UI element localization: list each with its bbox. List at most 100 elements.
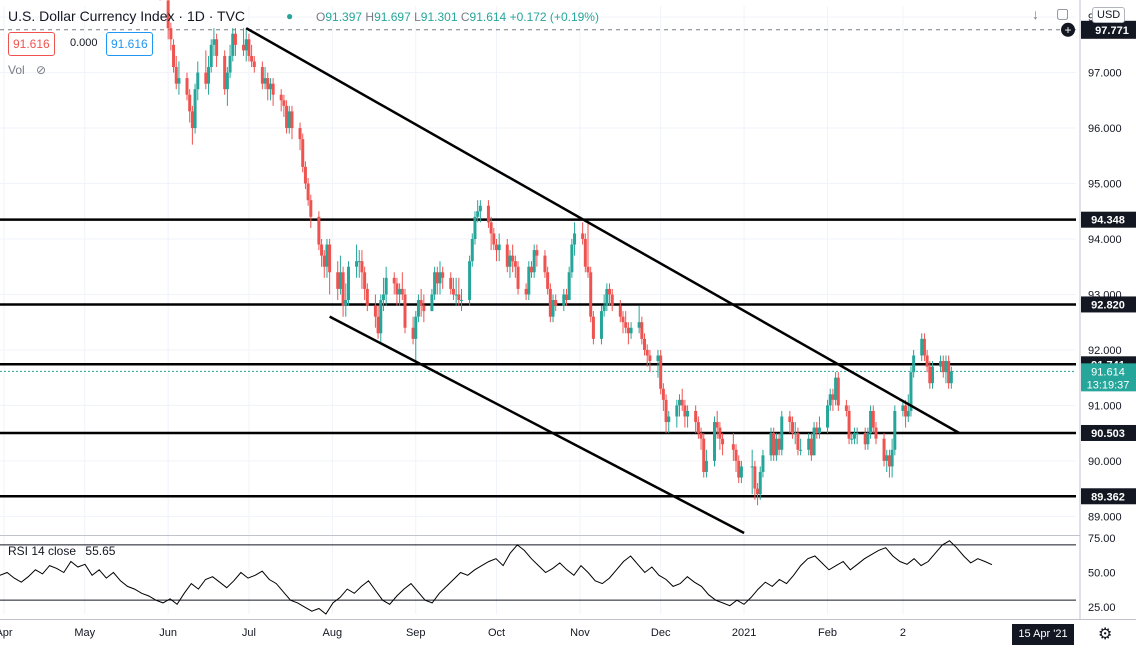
candle-body [718,427,722,439]
candle-body [901,405,905,411]
rsi-tick-label: 25.00 [1088,602,1116,614]
candle-body [174,67,178,84]
candle-body [250,55,254,62]
maximize-icon[interactable]: ▢ [1056,5,1070,21]
level-price-label: 90.503 [1091,428,1125,440]
x-tick-label: 2021 [732,627,756,639]
candle-body [355,261,359,267]
candle-body [791,422,795,434]
candle-body [836,377,840,406]
candle-body [847,410,851,439]
status-dot-icon: ● [286,9,294,23]
candle-body [476,211,480,217]
candle-body [637,322,641,328]
level-price-label: 89.362 [1091,491,1125,503]
candle-body [828,394,832,406]
candle-body [887,455,891,467]
x-tick-label: Apr [0,627,13,639]
candle-body [287,111,291,129]
candle-body [648,355,652,362]
candle-body [737,460,741,478]
y-tick-label: 94.000 [1088,234,1122,246]
rsi-pane [0,540,1076,615]
level-price-tag [1081,211,1136,228]
symbol-title[interactable]: U.S. Dollar Currency Index · 1D · TVC [8,8,246,24]
eye-off-icon[interactable]: ⊘ [36,63,47,77]
candle-body [772,433,776,456]
candle-body [573,233,577,245]
candle-body [659,355,663,389]
candle-body [468,261,472,301]
volume-indicator[interactable]: Vol ⊘ [8,63,46,77]
candle-body [508,255,512,267]
sell-price-button[interactable]: 91.616 [8,32,55,56]
rsi-label: RSI 14 close [8,544,77,558]
rsi-legend[interactable]: RSI 14 close 55.65 [8,544,115,558]
candle-body [511,255,515,262]
candle-body [626,327,630,334]
candle-body [325,244,329,267]
arrow-down-icon[interactable]: ↓ [1032,6,1039,22]
y-tick-label: 90.000 [1088,456,1122,468]
candle-body [363,272,367,289]
candle-body [395,283,399,295]
candle-body [529,266,533,273]
candle-body [812,427,816,456]
candle-body [608,288,612,295]
candle-body [589,272,593,317]
candle-body [605,288,609,306]
candle-body [223,55,227,90]
candle-body [169,28,173,40]
candle-body [543,255,547,273]
candle-body [306,183,310,201]
candle-body [470,238,474,262]
candle-body [215,39,219,56]
y-tick-label: 92.000 [1088,345,1122,357]
currency-button[interactable]: USD [1092,7,1126,23]
level-price-label: 94.348 [1091,215,1125,227]
candle-body [761,455,765,472]
candle-body [780,416,784,450]
crosshair-plus-icon [1061,22,1075,37]
trendlines [245,27,961,535]
candle-body [486,205,490,223]
candle-body [336,272,340,289]
candles [159,0,953,506]
candle-body [301,139,305,167]
candle-body [513,261,517,267]
candle-body [505,244,509,267]
candle-body [492,233,496,245]
candle-body [460,300,464,302]
level-price-tag [1081,296,1136,313]
rsi-value: 55.65 [85,544,116,558]
candle-body [678,399,682,406]
candle-body [260,67,264,84]
x-tick-label: Sep [406,627,426,639]
rsi-tick-label: 75.00 [1088,533,1116,545]
x-tick-label: Oct [488,627,505,639]
candle-body [817,427,821,434]
candle-body [885,455,889,461]
candle-body [282,100,286,106]
candle-body [586,266,590,273]
candle-body [869,410,873,434]
settings-gear-icon[interactable]: ⚙ [1098,626,1113,643]
crosshair-price-tag [1081,20,1136,39]
plus-icon: + [1064,23,1071,37]
candle-body [193,89,197,129]
candle-body [279,94,283,101]
candle-body [554,300,558,306]
buy-price-button[interactable]: 91.616 [106,32,153,56]
candle-body [750,466,754,468]
level-price-label: 92.820 [1091,299,1125,311]
candle-body [618,305,622,317]
rsi-tick-label: 50.00 [1088,568,1116,580]
candle-body [242,44,246,51]
candle-body [949,371,953,384]
candle-body [290,111,294,129]
candle-body [796,433,800,450]
candle-body [177,78,181,84]
